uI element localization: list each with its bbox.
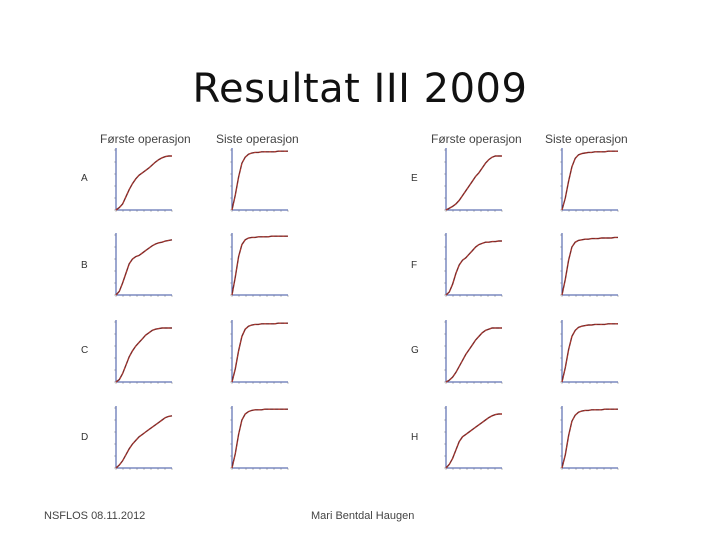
curve-chart-d-last <box>230 406 289 470</box>
series-line-highlight <box>231 322 288 383</box>
curve-chart-a-last <box>230 148 289 212</box>
series-line-highlight <box>231 408 288 469</box>
series-line <box>115 155 172 211</box>
series-line <box>561 236 618 296</box>
series-line-highlight <box>445 240 502 296</box>
column-header-first-operation-left: Første operasjon <box>100 132 191 146</box>
column-header-last-operation-right: Siste operasjon <box>545 132 628 146</box>
row-label-h: H <box>411 432 419 443</box>
curve-chart-h-last <box>560 406 619 470</box>
row-label-a: A <box>81 173 88 184</box>
footer-left: NSFLOS 08.11.2012 <box>44 510 146 522</box>
curve-chart-f-first <box>444 233 503 297</box>
row-label-g: G <box>411 345 419 356</box>
series-line-highlight <box>115 415 173 469</box>
curve-chart-b-first <box>114 233 173 297</box>
row-label-e: E <box>411 173 418 184</box>
curve-chart-g-first <box>444 320 503 384</box>
column-header-last-operation-left: Siste operasjon <box>216 132 299 146</box>
row-label-d: D <box>81 432 89 443</box>
row-label-f: F <box>411 260 418 271</box>
curve-chart-b-last <box>230 233 289 297</box>
series-line <box>231 322 288 383</box>
series-line <box>561 323 618 383</box>
series-line <box>561 150 618 211</box>
series-line <box>115 415 173 469</box>
curve-chart-h-first <box>444 406 503 470</box>
row-label-c: C <box>81 345 89 356</box>
series-line-highlight <box>561 150 618 211</box>
series-line <box>115 239 173 296</box>
row-label-b: B <box>81 260 88 271</box>
series-line <box>561 408 618 469</box>
series-line-highlight <box>561 237 618 296</box>
series-line <box>231 235 288 296</box>
curve-chart-e-last <box>560 148 619 212</box>
series-line <box>231 150 288 211</box>
series-line <box>445 413 502 469</box>
curve-chart-d-first <box>114 406 173 470</box>
series-line <box>115 327 172 383</box>
curve-chart-c-last <box>230 320 289 384</box>
series-line-highlight <box>231 150 288 211</box>
series-line-highlight <box>445 413 502 469</box>
series-line <box>445 327 502 383</box>
series-line-highlight <box>115 155 172 211</box>
curve-chart-a-first <box>114 148 173 212</box>
slide-title: Resultat III 2009 <box>192 66 528 112</box>
series-line-highlight <box>231 235 288 296</box>
curve-chart-e-first <box>444 148 503 212</box>
series-line-highlight <box>115 239 173 296</box>
column-header-first-operation-right: Første operasjon <box>431 132 522 146</box>
series-line <box>445 155 502 211</box>
series-line-highlight <box>561 408 618 469</box>
series-line <box>231 408 288 469</box>
series-line-highlight <box>115 327 172 383</box>
curve-chart-c-first <box>114 320 173 384</box>
curve-chart-f-last <box>560 233 619 297</box>
series-line-highlight <box>561 323 618 383</box>
series-line-highlight <box>445 155 502 211</box>
footer-center: Mari Bentdal Haugen <box>311 510 415 522</box>
curve-chart-g-last <box>560 320 619 384</box>
series-line-highlight <box>445 327 502 383</box>
